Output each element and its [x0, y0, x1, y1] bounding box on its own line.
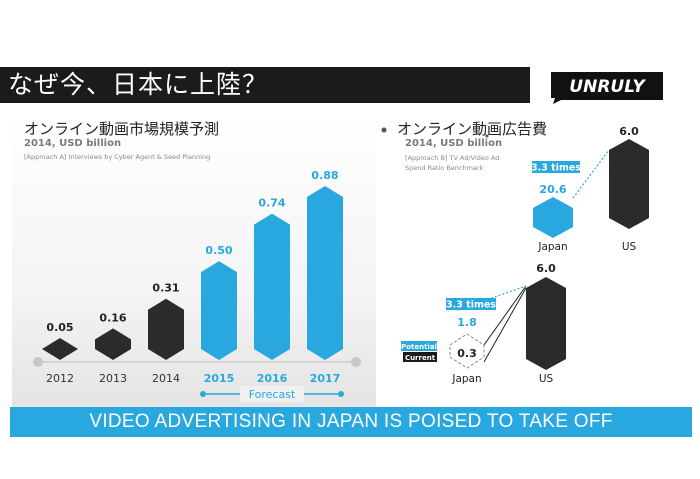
tick-label-2013: 2013 — [99, 372, 127, 385]
axis-left-dot — [33, 357, 43, 367]
forecast-dot-right — [338, 391, 344, 397]
bar-2017 — [307, 186, 343, 360]
value-label-2014: 0.31 — [152, 282, 179, 295]
forecast-dot-left — [200, 391, 206, 397]
value-label-us-top: 6.0 — [619, 125, 639, 138]
left-section-note: [Approach A] Interviews by Cyber Agent &… — [24, 153, 211, 161]
bar-japan-potential — [449, 333, 485, 369]
footer-banner: VIDEO ADVERTISING IN JAPAN IS POISED TO … — [10, 407, 692, 437]
tick-label-2014: 2014 — [152, 372, 180, 385]
ratio-label-top: 3.3 times — [531, 163, 581, 174]
forecast-label: Forecast — [249, 388, 296, 401]
value-label-2016: 0.74 — [258, 197, 285, 210]
bar-japan-top — [533, 197, 573, 238]
bar-2015 — [201, 261, 237, 360]
right-section-note-line1: [Approach B] TV Ad/Video Ad — [405, 154, 500, 162]
axis-right-dot — [351, 357, 361, 367]
section-small-dot — [485, 134, 489, 138]
potential-tag-label: Potential — [401, 343, 437, 351]
page-title: なぜ今、日本に上陸？ — [0, 67, 530, 103]
unruly-logo: UNRULY — [551, 72, 663, 104]
value-label-japan-top: 20.6 — [539, 183, 566, 196]
tick-label-us-bottom: US — [539, 373, 554, 385]
right-section-note-line2: Spend Ratio Benchmark — [405, 164, 484, 172]
value-label-2017: 0.88 — [311, 169, 338, 182]
bar-2014 — [148, 298, 184, 360]
value-label-2013: 0.16 — [99, 311, 126, 324]
tick-label-japan-top: Japan — [537, 241, 567, 253]
ratio-badge-bottom — [446, 298, 496, 310]
value-label-japan-current: 0.3 — [457, 347, 477, 360]
value-label-japan-potential: 1.8 — [457, 316, 477, 329]
tick-label-2017: 2017 — [310, 372, 341, 385]
current-tag-label: Current — [405, 354, 436, 362]
right-section-title: オンライン動画広告費 — [397, 120, 548, 138]
potential-tag — [401, 341, 437, 351]
forecast-label-bg — [240, 386, 304, 402]
tick-label-us-top: US — [622, 241, 637, 253]
tick-label-japan-bottom: Japan — [451, 373, 481, 385]
connector-line-upper — [483, 285, 527, 346]
bar-2013 — [95, 328, 131, 360]
tick-label-2015: 2015 — [204, 372, 235, 385]
value-label-2012: 0.05 — [46, 321, 73, 334]
value-label-2015: 0.50 — [205, 244, 232, 257]
ratio-label-bottom: 3.3 times — [446, 300, 496, 311]
bar-2012 — [42, 338, 78, 360]
ratio-badge-top — [532, 161, 580, 173]
bar-us-top — [609, 139, 649, 229]
connector-line-lower — [483, 287, 527, 363]
value-label-us-bottom: 6.0 — [536, 262, 556, 275]
bar-2016 — [254, 213, 290, 360]
bar-us-bottom — [526, 277, 566, 370]
tick-label-2012: 2012 — [46, 372, 74, 385]
section-bullet-dot — [381, 127, 387, 133]
left-section-subtitle: 2014, USD billion — [24, 138, 122, 149]
right-section-subtitle: 2014, USD billion — [405, 138, 503, 149]
left-section-title: オンライン動画市場規模予測 — [24, 120, 220, 138]
svg-text:UNRULY: UNRULY — [569, 77, 646, 97]
ratio-dotted-line-top — [572, 149, 610, 199]
current-tag — [403, 352, 437, 362]
tick-label-2016: 2016 — [257, 372, 288, 385]
